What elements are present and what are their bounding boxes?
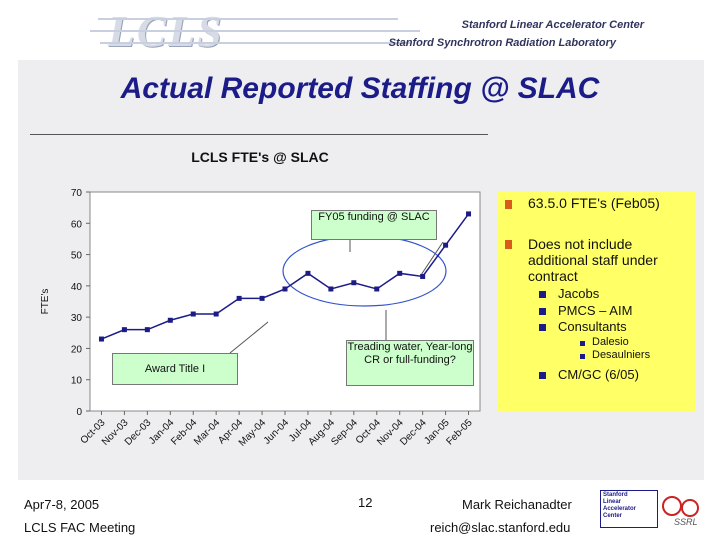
- square-bullet-icon: [539, 308, 546, 315]
- square-bullet-icon: [539, 291, 546, 298]
- x-tick-label: Dec-03: [123, 417, 154, 448]
- ring-logo-icon: [662, 496, 699, 517]
- fte-data-point: [98, 336, 104, 342]
- y-tick-label: 30: [71, 313, 83, 324]
- slac-badge-frame: [600, 490, 658, 528]
- fte-data-point: [259, 295, 265, 301]
- fte-data-point: [190, 311, 196, 317]
- fte-data-point: [144, 327, 150, 333]
- callout-pointer: [229, 321, 269, 354]
- notes-panel: [497, 192, 696, 411]
- footer-email: reich@slac.stanford.edu: [430, 520, 571, 535]
- y-tick-label: 60: [71, 219, 83, 230]
- fte-data-point: [213, 311, 219, 317]
- fte-data-point: [305, 270, 311, 276]
- fte-data-point: [397, 270, 403, 276]
- logo-stripe: [98, 18, 398, 20]
- square-bullet-icon: [539, 372, 546, 379]
- fte-data-point: [121, 327, 127, 333]
- fte-data-point: [351, 280, 357, 286]
- slac-badge-text: Stanford Linear Accelerator Center: [603, 492, 636, 520]
- fte-data-point: [420, 273, 426, 279]
- x-tick-label: Feb-05: [444, 417, 474, 447]
- fte-data-point: [167, 317, 173, 323]
- bullet-exclusions: Does not include additional staff under …: [528, 236, 658, 284]
- fte-data-point: [466, 211, 472, 217]
- logo-stripe: [90, 30, 420, 32]
- footer-page-number: 12: [358, 495, 373, 510]
- y-tick-label: 40: [71, 282, 83, 293]
- callout-treading-water: Treading water, Year-long CR or full-fun…: [346, 340, 474, 386]
- bullet-marker-icon: [505, 240, 512, 249]
- slac-badge-line: Center: [603, 513, 623, 519]
- x-tick-label: Mar-04: [192, 417, 222, 447]
- bullet-fte-total: 63.5.0 FTE's (Feb05): [528, 195, 660, 211]
- chart-title: LCLS FTE's @ SLAC: [191, 149, 329, 165]
- fte-data-point: [443, 242, 449, 248]
- header-org-ssrl: Stanford Synchrotron Radiation Laborator…: [388, 37, 616, 49]
- sub-bullet-cmgc: CM/GC (6/05): [558, 367, 639, 382]
- callout-pointer: [420, 241, 444, 276]
- footer-presenter: Mark Reichanadter: [462, 497, 572, 512]
- x-tick-label: Jun-04: [262, 417, 292, 447]
- small-bullet-icon: [580, 341, 585, 346]
- callout-award-title: Award Title I: [112, 353, 238, 385]
- slac-badge: Stanford Linear Accelerator Center SSRL: [600, 490, 704, 530]
- header-org-slac: Stanford Linear Accelerator Center: [461, 19, 644, 31]
- x-tick-label: Sep-04: [329, 417, 360, 448]
- footer-date: Apr7-8, 2005: [24, 497, 100, 512]
- y-tick-label: 70: [71, 188, 83, 199]
- slac-badge-line: Accelerator: [603, 506, 637, 512]
- fte-data-point: [328, 286, 334, 292]
- fte-data-point: [236, 295, 242, 301]
- y-axis-label: FTE's: [40, 289, 51, 315]
- logo-stripe: [100, 42, 410, 44]
- header-banner: LCLS Stanford Linear Accelerator Center …: [0, 0, 720, 58]
- fte-data-point: [374, 286, 380, 292]
- square-bullet-icon: [539, 324, 546, 331]
- slac-badge-line: Linear: [603, 499, 622, 505]
- slac-badge-line: Stanford: [603, 492, 628, 498]
- sub-bullet-pmcs: PMCS – AIM: [558, 303, 633, 318]
- y-tick-label: 20: [71, 344, 83, 355]
- ssrl-tag: SSRL: [674, 517, 698, 527]
- footer-meeting: LCLS FAC Meeting: [24, 520, 136, 535]
- small-bullet-icon: [580, 354, 585, 359]
- callout-fy05-funding: FY05 funding @ SLAC: [311, 210, 437, 240]
- sub-sub-bullet-desaulniers: Desaulniers: [592, 349, 651, 361]
- x-tick-label: Dec-04: [398, 417, 429, 448]
- y-tick-label: 50: [71, 251, 83, 262]
- y-tick-label: 0: [76, 407, 82, 418]
- sub-bullet-jacobs: Jacobs: [558, 286, 600, 301]
- fte-data-point: [282, 286, 288, 292]
- bullet-marker-icon: [505, 200, 512, 209]
- slide-title: Actual Reported Staffing @ SLAC: [120, 72, 600, 105]
- sub-bullet-consultants: Consultants: [558, 319, 627, 334]
- sub-sub-bullet-dalesio: Dalesio: [592, 336, 629, 348]
- chart-top-rule: [30, 134, 488, 135]
- y-tick-label: 10: [71, 376, 83, 387]
